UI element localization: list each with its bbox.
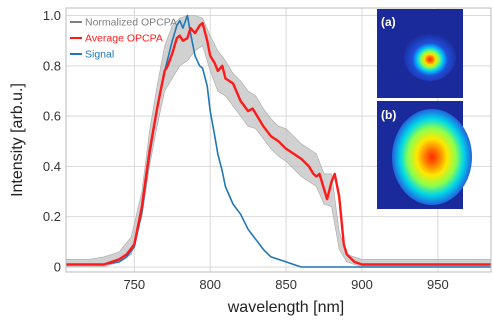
x-tick-label: 950 <box>427 277 449 292</box>
y-tick-label: 0.6 <box>43 109 61 124</box>
inset-b: (b) <box>377 101 472 209</box>
legend-label-normalized: Normalized OPCPA <box>85 17 177 29</box>
inset-b-beam-spot <box>392 109 472 205</box>
x-tick-label: 800 <box>199 277 221 292</box>
y-tick-label: 0.4 <box>43 159 61 174</box>
y-tick-label: 0.2 <box>43 209 61 224</box>
inset-a-beam-spot <box>404 33 456 81</box>
y-tick-label: 0.8 <box>43 58 61 73</box>
legend-label-signal: Signal <box>85 49 114 61</box>
x-axis-label: wavelength [nm] <box>227 299 345 316</box>
x-tick-label: 900 <box>351 277 373 292</box>
inset-a-label: (a) <box>381 15 396 29</box>
x-tick-label: 750 <box>123 277 145 292</box>
y-tick-label: 1.0 <box>43 8 61 23</box>
legend: Normalized OPCPA Average OPCPA Signal <box>70 17 177 61</box>
x-tick-label: 850 <box>275 277 297 292</box>
y-axis-label: Intensity [arb.u.] <box>9 83 26 197</box>
tick-labels: 750 800 850 900 950 0 0.2 0.4 0.6 0.8 1.0 <box>43 8 449 292</box>
legend-label-average: Average OPCPA <box>85 33 163 45</box>
plot-frame <box>65 7 492 273</box>
series-layer <box>66 14 491 268</box>
inset-a: (a) <box>377 9 463 98</box>
inset-b-label: (b) <box>381 108 396 122</box>
y-tick-label: 0 <box>54 259 61 274</box>
series-average-opcpa-line <box>66 21 491 266</box>
